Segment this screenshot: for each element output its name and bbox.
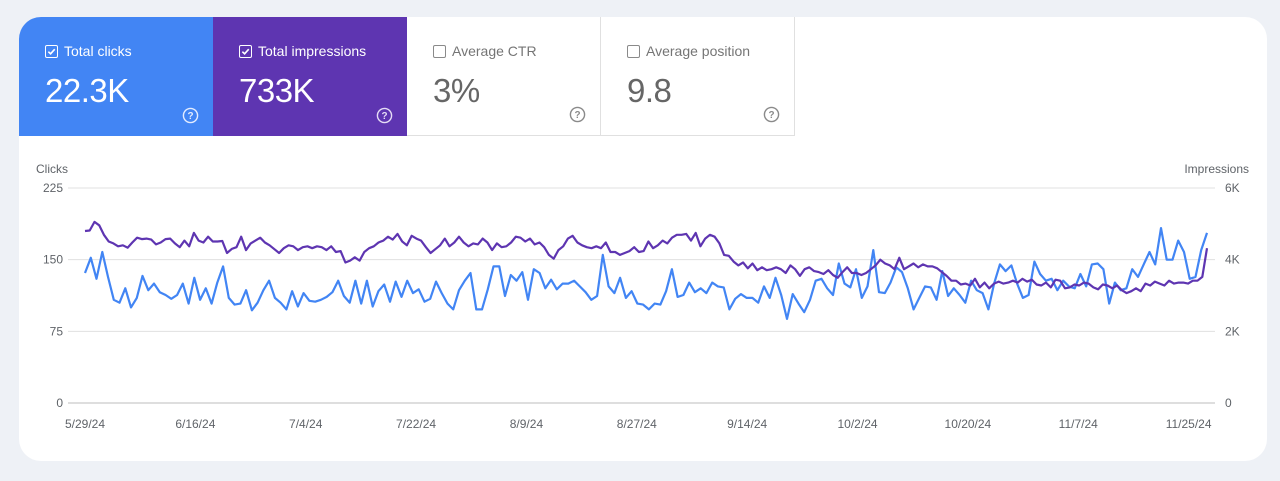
performance-chart: 0 0 75 2K 150 4K 225 6K Clicks Impressions 5/29/24… (19, 136, 1267, 461)
metric-label: Average position (646, 43, 751, 59)
checkbox-icon[interactable] (239, 44, 252, 58)
x-tick-label: 10/2/24 (838, 417, 878, 431)
help-circle-icon[interactable]: ? (376, 107, 393, 124)
x-tick-label: 6/16/24 (175, 417, 215, 431)
metric-value: 3% (433, 72, 480, 109)
metric-total-impressions[interactable]: Total impressions 733K ? (213, 17, 407, 136)
svg-text:?: ? (381, 111, 387, 122)
metric-label-row: Average position (627, 43, 750, 59)
performance-card: Total clicks 22.3K ? Total impressions 7… (19, 17, 1267, 461)
svg-text:?: ? (768, 110, 774, 121)
series-line-clicks (83, 226, 1209, 320)
metric-label: Average CTR (452, 43, 537, 59)
y-right-tick-label: 6K (1225, 181, 1240, 195)
metric-label-row: Average CTR (433, 43, 537, 59)
help-circle-icon[interactable]: ? (182, 107, 199, 124)
x-tick-label: 7/4/24 (289, 417, 323, 431)
svg-text:?: ? (187, 111, 193, 122)
metric-value: 22.3K (45, 72, 129, 109)
x-tick-label: 10/20/24 (945, 417, 992, 431)
y-left-axis-title: Clicks (36, 162, 68, 176)
metric-total-clicks[interactable]: Total clicks 22.3K ? (19, 17, 213, 136)
line-chart-svg: 0 0 75 2K 150 4K 225 6K Clicks Impressions 5/29/24… (36, 162, 1249, 431)
help-circle-icon[interactable]: ? (763, 106, 780, 123)
metric-label: Total impressions (258, 43, 367, 59)
metric-label-row: Total clicks (45, 43, 132, 59)
checkbox-icon[interactable] (627, 44, 640, 58)
x-tick-label: 8/27/24 (617, 417, 657, 431)
x-tick-label: 9/14/24 (727, 417, 767, 431)
x-tick-label: 11/25/24 (1166, 417, 1212, 431)
help-circle-icon[interactable]: ? (569, 106, 586, 123)
x-tick-label: 8/9/24 (510, 417, 544, 431)
checkbox-icon[interactable] (45, 44, 58, 58)
x-tick-label: 11/7/24 (1059, 417, 1098, 431)
series-line-impressions (84, 220, 1209, 295)
metric-label-row: Total impressions (239, 43, 366, 59)
x-tick-label: 5/29/24 (65, 417, 105, 431)
svg-text:?: ? (574, 110, 580, 121)
checkbox-icon[interactable] (433, 44, 446, 58)
y-right-tick-label: 4K (1225, 253, 1240, 267)
y-right-tick-label: 0 (1225, 396, 1232, 410)
x-tick-label: 7/22/24 (396, 417, 436, 431)
y-left-tick-label: 150 (43, 253, 63, 267)
y-left-tick-label: 225 (43, 181, 63, 195)
y-left-tick-label: 0 (56, 396, 63, 410)
metric-average-position[interactable]: Average position 9.8 ? (601, 17, 795, 136)
metric-average-ctr[interactable]: Average CTR 3% ? (407, 17, 601, 136)
y-right-tick-label: 2K (1225, 324, 1240, 338)
y-left-tick-label: 75 (50, 324, 64, 338)
metric-tabs: Total clicks 22.3K ? Total impressions 7… (19, 17, 795, 136)
metric-label: Total clicks (64, 43, 132, 59)
metric-value: 9.8 (627, 72, 672, 109)
metric-value: 733K (239, 72, 315, 109)
y-right-axis-title: Impressions (1184, 162, 1249, 176)
